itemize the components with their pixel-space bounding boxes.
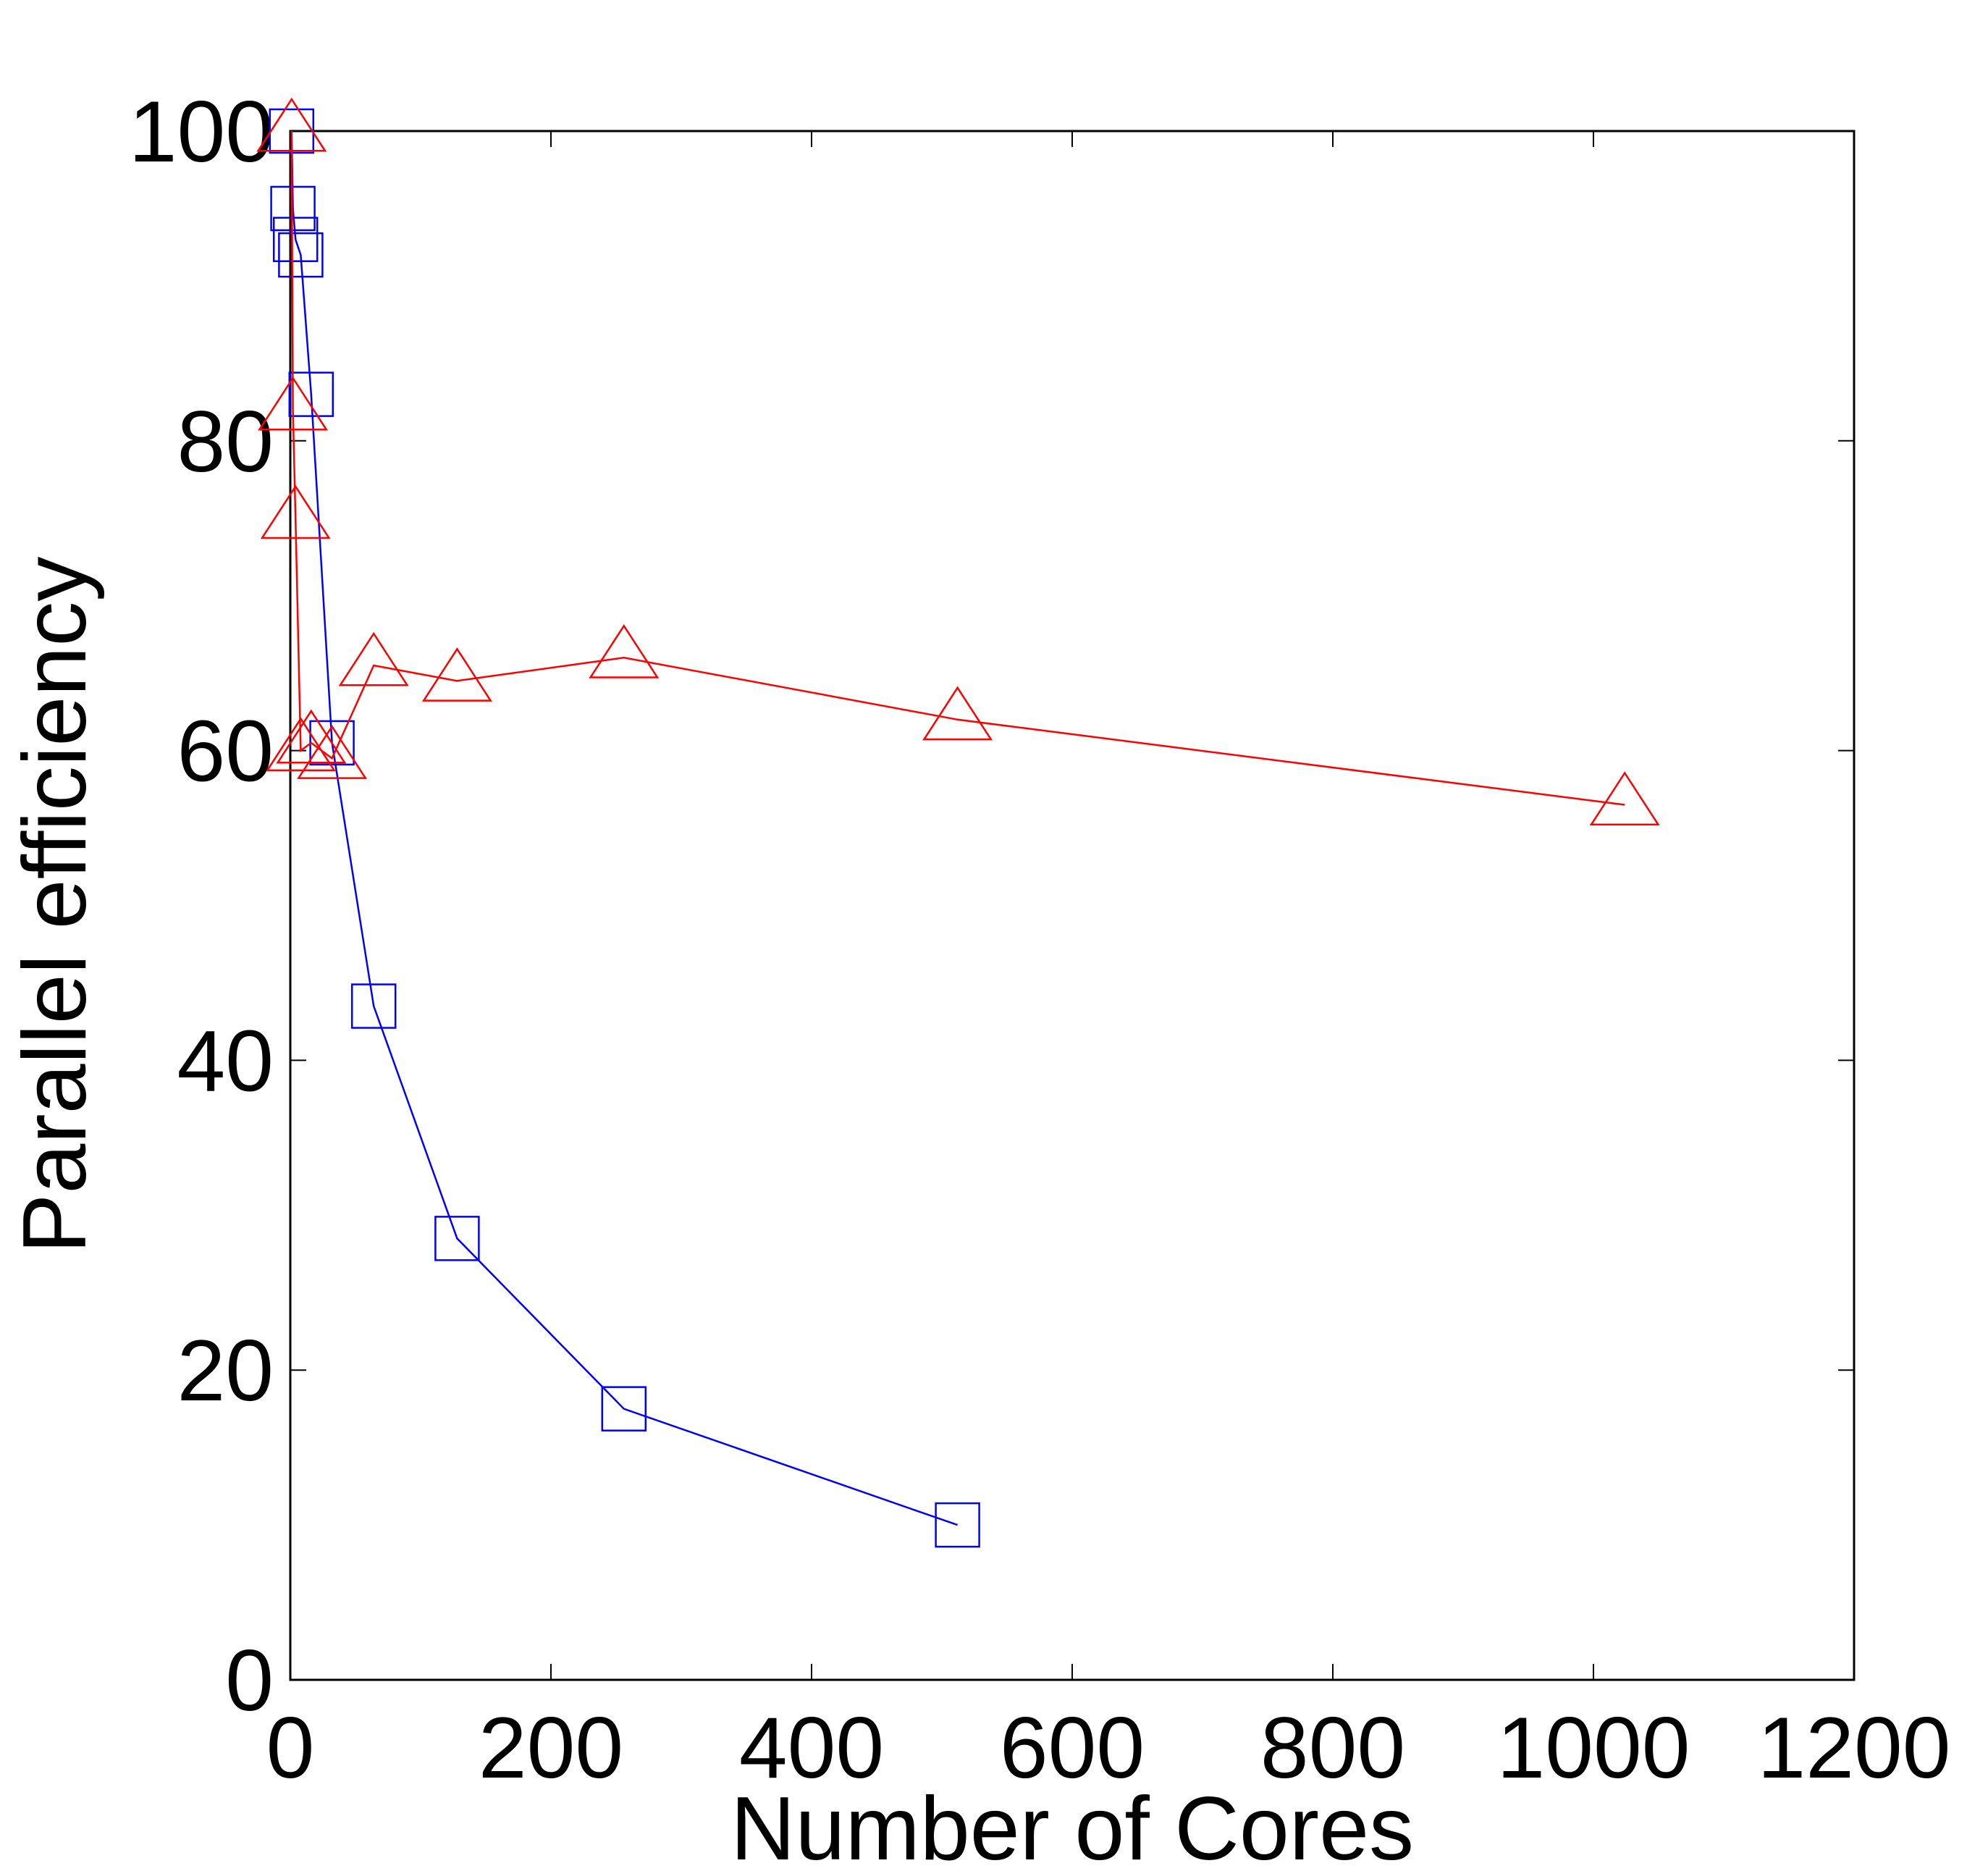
triangle-marker bbox=[922, 686, 993, 741]
triangle-marker bbox=[260, 484, 331, 539]
x-tick-label: 200 bbox=[479, 1699, 623, 1796]
triangle-marker bbox=[265, 717, 336, 772]
square-marker bbox=[350, 983, 397, 1029]
y-tick-label: 20 bbox=[177, 1322, 274, 1419]
triangle-marker bbox=[276, 709, 347, 764]
series-line bbox=[290, 130, 1625, 806]
square-marker bbox=[278, 232, 324, 278]
square-marker bbox=[272, 216, 319, 262]
y-tick-label: 80 bbox=[177, 393, 274, 490]
x-tick-label: 600 bbox=[1000, 1699, 1145, 1796]
series-line bbox=[290, 130, 959, 1526]
x-tick-label: 1200 bbox=[1758, 1699, 1951, 1796]
x-tick-label: 400 bbox=[739, 1699, 884, 1796]
data-series bbox=[256, 97, 1660, 1548]
series-1 bbox=[269, 108, 980, 1548]
plot-area-frame bbox=[289, 130, 1856, 1681]
triangle-marker bbox=[297, 725, 368, 779]
x-tick-label: 1000 bbox=[1497, 1699, 1690, 1796]
y-axis-title: Parallel efficiency bbox=[5, 557, 105, 1254]
axis-ticks bbox=[290, 130, 1855, 1681]
square-marker bbox=[935, 1502, 980, 1548]
series-2 bbox=[256, 97, 1660, 825]
square-marker bbox=[288, 371, 334, 417]
square-marker bbox=[601, 1386, 647, 1431]
y-tick-label: 40 bbox=[177, 1012, 274, 1109]
y-tick-label: 100 bbox=[129, 83, 274, 180]
y-tick-label: 60 bbox=[177, 703, 274, 800]
triangle-marker bbox=[338, 631, 409, 686]
triangle-marker bbox=[256, 97, 327, 152]
y-tick-label: 0 bbox=[225, 1632, 274, 1729]
triangle-marker bbox=[1589, 771, 1660, 825]
x-axis-title: Number of Cores bbox=[730, 1779, 1414, 1871]
triangle-marker bbox=[258, 376, 329, 431]
square-marker bbox=[434, 1216, 480, 1261]
triangle-marker bbox=[421, 647, 492, 702]
triangle-marker bbox=[589, 624, 660, 678]
x-tick-label: 0 bbox=[266, 1699, 315, 1796]
axis-tick-labels: 0 200 400 600 800 1000 1200 0 20 40 60 80 100 bbox=[129, 83, 1951, 1796]
x-tick-label: 800 bbox=[1260, 1699, 1405, 1796]
